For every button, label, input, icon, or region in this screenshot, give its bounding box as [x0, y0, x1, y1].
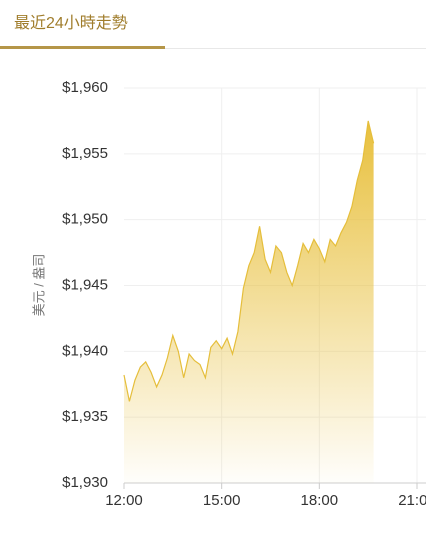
x-tick-label: 21:00: [398, 492, 426, 509]
y-axis-title: 美元 / 盎司: [31, 254, 46, 317]
y-tick-label: $1,940: [62, 342, 108, 359]
x-tick-label: 15:00: [203, 492, 241, 509]
area-fill: [124, 120, 374, 484]
tab-title[interactable]: 最近24小時走勢: [14, 14, 128, 32]
y-tick-label: $1,950: [62, 211, 108, 228]
y-tick-label: $1,960: [62, 79, 108, 96]
x-tick-label: 12:00: [105, 492, 143, 509]
x-tick-label: 18:00: [301, 492, 339, 509]
y-tick-label: $1,935: [62, 408, 108, 425]
y-tick-label: $1,955: [62, 145, 108, 162]
y-tick-label: $1,930: [62, 474, 108, 491]
area-line: [123, 120, 375, 402]
y-tick-label: $1,945: [62, 276, 108, 293]
tab-underline: [0, 46, 165, 49]
